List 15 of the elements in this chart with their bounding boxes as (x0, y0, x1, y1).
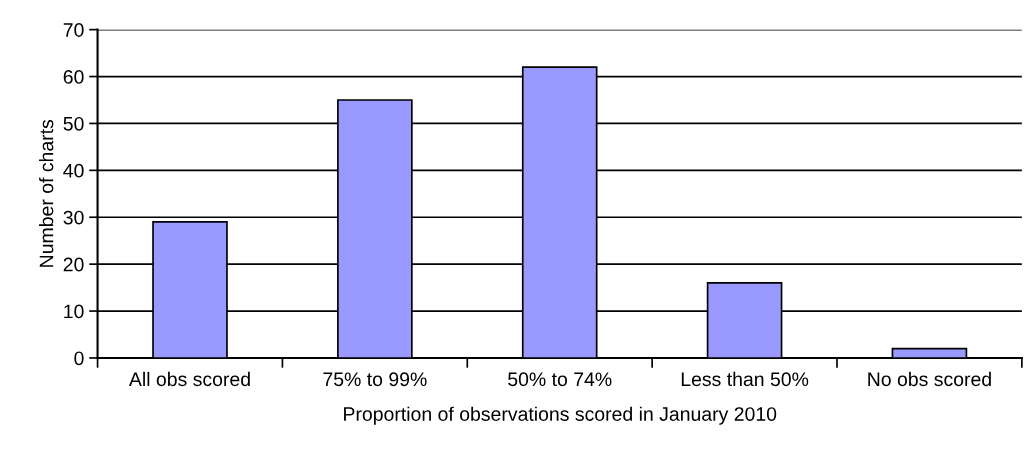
y-tick-label: 40 (63, 163, 84, 178)
x-tick-label: No obs scored (868, 371, 991, 387)
x-axis-title: Proportion of observations scored in January 2010 (344, 406, 777, 425)
y-tick-label: 60 (63, 70, 84, 84)
y-axis-title: Number of charts (39, 119, 54, 267)
y-tick-label: 10 (64, 304, 84, 319)
x-tick-label: All obs scored (128, 371, 250, 387)
x-tick-label: Less than 50% (681, 371, 809, 387)
y-tick-label: 0 (74, 351, 84, 366)
y-tick-label: 50 (63, 116, 84, 131)
y-tick-label: 70 (63, 23, 84, 37)
x-tick-label: 75% to 99% (323, 372, 427, 387)
x-tick-label: 50% to 74% (508, 372, 612, 387)
y-tick-label: 20 (63, 257, 84, 272)
y-tick-label: 30 (63, 210, 84, 225)
